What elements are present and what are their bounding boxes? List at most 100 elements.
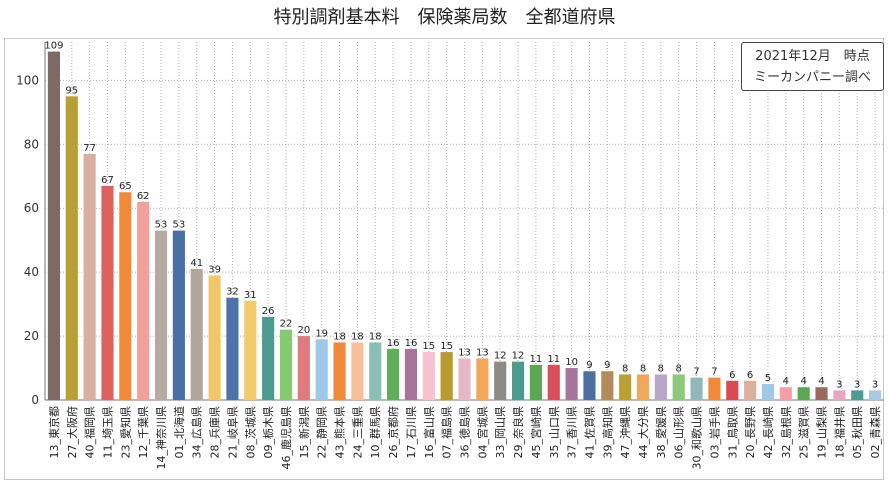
- chart-frame: [4, 38, 884, 480]
- y-tick-label: 0: [31, 393, 39, 407]
- x-tick-label: 46_鹿児島県: [279, 406, 293, 470]
- bar: [369, 342, 382, 400]
- bar: [511, 361, 525, 400]
- x-tick-label: 03_岩手県: [707, 406, 721, 459]
- bar: [404, 348, 418, 400]
- data-label: 16: [405, 338, 418, 349]
- bar: [761, 384, 775, 400]
- bar: [208, 275, 221, 400]
- x-tick-label: 16_富山県: [422, 406, 436, 459]
- data-label: 8: [658, 363, 664, 374]
- bar: [387, 348, 400, 400]
- x-tick-label: 19_山梨県: [815, 406, 829, 459]
- data-label: 8: [640, 363, 646, 374]
- bar: [458, 358, 471, 400]
- data-label: 4: [818, 376, 824, 387]
- x-tick-label: 13_東京都: [47, 406, 61, 459]
- data-label: 41: [190, 258, 203, 269]
- data-label: 15: [440, 341, 453, 352]
- x-tick-label: 44_大分県: [636, 406, 650, 459]
- x-tick-label: 33_岡山県: [494, 406, 507, 459]
- data-label: 10: [565, 357, 578, 368]
- data-label: 11: [530, 354, 543, 365]
- bar: [190, 268, 203, 400]
- bar: [244, 300, 257, 400]
- bar: [440, 352, 453, 400]
- data-label: 20: [297, 325, 310, 336]
- data-label: 13: [476, 347, 489, 358]
- bar: [154, 230, 168, 400]
- data-label: 62: [137, 191, 150, 202]
- x-tick-label: 25_滋賀県: [798, 406, 811, 459]
- data-label: 109: [44, 41, 63, 52]
- note-box: 2021年12月 時点 ミーカンパニー調べ: [741, 42, 884, 91]
- bar: [476, 358, 489, 400]
- bar: [547, 364, 560, 400]
- bar: [797, 387, 810, 400]
- bar: [619, 374, 632, 400]
- x-tick-label: 27_大阪府: [65, 406, 79, 459]
- x-tick-label: 09_栃木県: [261, 406, 275, 459]
- x-tick-label: 32_島根県: [779, 406, 793, 459]
- data-label: 32: [226, 287, 239, 298]
- x-tick-label: 21_岐阜県: [226, 406, 239, 459]
- note-source: ミーカンパニー調べ: [753, 70, 871, 85]
- data-label: 39: [208, 264, 221, 275]
- data-label: 12: [494, 351, 507, 362]
- x-tick-label: 36_徳島県: [458, 406, 472, 459]
- data-label: 18: [369, 331, 382, 342]
- data-label: 18: [333, 331, 346, 342]
- x-tick-label: 22_静岡県: [315, 406, 329, 459]
- x-tick-label: 23_愛知県: [118, 406, 132, 459]
- y-tick-label: 20: [24, 329, 39, 343]
- x-tick-label: 39_高知県: [600, 406, 614, 459]
- data-label: 31: [244, 290, 257, 301]
- data-label: 12: [512, 351, 525, 362]
- data-label: 67: [101, 175, 114, 186]
- x-tick-label: 45_宮崎県: [529, 406, 543, 459]
- y-tick-label: 60: [24, 201, 39, 215]
- x-tick-label: 08_茨城県: [243, 406, 257, 459]
- data-label: 6: [729, 370, 735, 381]
- bar: [119, 192, 132, 400]
- x-tick-label: 41_佐賀県: [582, 406, 596, 459]
- x-tick-label: 11_埼玉県: [100, 406, 114, 459]
- x-tick-label: 29_奈良県: [511, 406, 525, 459]
- x-tick-label: 34_広島県: [190, 406, 204, 459]
- y-tick-label: 80: [24, 137, 39, 151]
- bar: [833, 390, 846, 400]
- bar: [583, 371, 596, 400]
- bar: [672, 374, 685, 400]
- x-tick-label: 18_福井県: [832, 406, 846, 459]
- bar: [422, 352, 435, 400]
- x-tick-label: 43_熊本県: [333, 406, 347, 459]
- data-label: 3: [836, 379, 842, 390]
- data-label: 53: [155, 220, 168, 231]
- bar: [565, 368, 578, 400]
- data-label: 65: [119, 181, 132, 192]
- data-label: 16: [387, 338, 400, 349]
- x-tick-label: 15_新潟県: [297, 406, 311, 459]
- data-label: 7: [693, 367, 699, 378]
- x-tick-label: 05_秋田県: [850, 406, 864, 459]
- data-label: 6: [747, 370, 753, 381]
- bar: [226, 297, 239, 400]
- x-tick-label: 14_神奈川県: [154, 406, 168, 470]
- data-label: 19: [315, 328, 328, 339]
- note-date: 2021年12月 時点: [755, 49, 870, 64]
- x-tick-label: 01_北海道: [172, 406, 186, 459]
- bar: [172, 230, 185, 400]
- x-tick-label: 26_京都府: [386, 406, 400, 459]
- x-tick-label: 38_愛媛県: [654, 406, 668, 459]
- data-label: 13: [458, 347, 471, 358]
- bar: [851, 390, 864, 400]
- x-tick-label: 06_山形県: [673, 406, 686, 459]
- y-tick-label: 40: [24, 265, 39, 279]
- bar: [690, 377, 703, 400]
- data-label: 8: [622, 363, 628, 374]
- y-tick-label: 100: [16, 73, 39, 87]
- x-tick-label: 42_長崎県: [761, 406, 775, 459]
- bar: [279, 329, 293, 400]
- x-tick-label: 10_群馬県: [368, 406, 382, 459]
- x-tick-label: 02_青森県: [868, 406, 882, 459]
